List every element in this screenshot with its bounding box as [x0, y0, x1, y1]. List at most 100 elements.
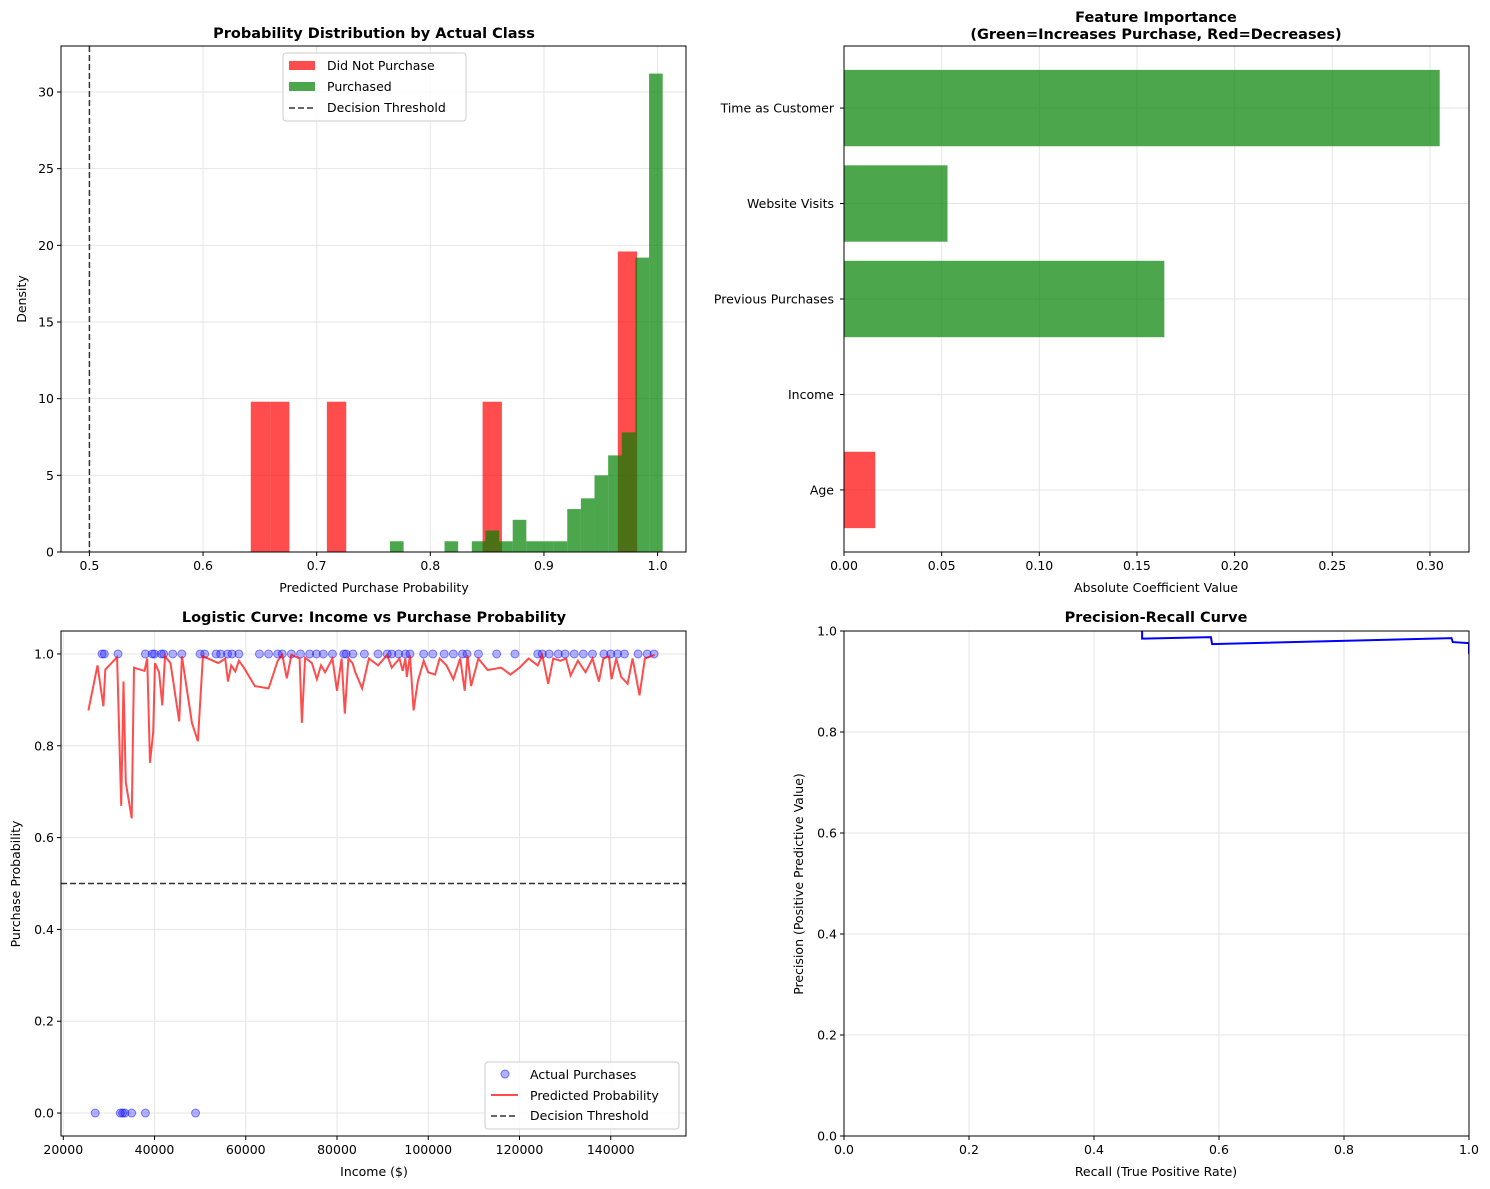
feature-bar — [844, 260, 1165, 338]
tick-label-x: 1.0 — [1459, 1142, 1479, 1157]
tick-label-y: 0.4 — [817, 927, 837, 942]
tick-label-x: 0.15 — [1123, 558, 1151, 573]
legend-label-purchased: Purchased — [327, 79, 392, 94]
precision-recall-line — [1141, 631, 1469, 654]
bar-purchased — [444, 541, 459, 552]
legend-swatch-did-not-purchase — [289, 61, 315, 70]
actual-purchase-point — [118, 1108, 128, 1118]
logistic-curve-panel: Logistic Curve: Income vs Purchase Proba… — [8, 610, 687, 1179]
tick-label-y: 1.0 — [817, 624, 837, 639]
legend-swatch-purchased — [289, 82, 315, 91]
actual-purchase-point — [264, 649, 274, 659]
precision-recall-ticks: 0.0 0.2 0.4 0.6 0.8 1.0 0.0 0.2 0.4 0.6 0.8 1.0 — [817, 624, 1479, 1158]
bar-purchased — [471, 541, 486, 552]
actual-purchase-point — [227, 649, 237, 659]
actual-purchase-point — [120, 1108, 130, 1118]
feature-bar — [844, 165, 948, 242]
bar-purchased — [499, 541, 513, 552]
category-label: Previous Purchases — [714, 292, 834, 307]
bar-purchased — [512, 519, 527, 552]
bar-purchased — [485, 530, 500, 552]
feature-bar — [844, 69, 1440, 147]
tick-label-y: 30 — [38, 85, 54, 100]
tick-label-x: 0.5 — [79, 558, 99, 573]
actual-purchase-point — [613, 649, 623, 659]
actual-purchase-point — [191, 1108, 201, 1118]
tick-label-y: 5 — [46, 468, 54, 483]
tick-label-x: 0.6 — [193, 558, 213, 573]
tick-label-x: 0.6 — [1209, 1142, 1229, 1157]
bar-purchased — [635, 257, 650, 552]
bar-purchased — [608, 455, 622, 552]
actual-purchase-point — [127, 1108, 137, 1118]
actual-purchase-point — [633, 649, 643, 659]
actual-purchase-point — [428, 649, 438, 659]
legend-frame-2 — [484, 1061, 680, 1130]
tick-label-x: 140000 — [587, 1142, 635, 1157]
bar-purchased — [389, 541, 404, 552]
actual-purchase-point — [473, 649, 483, 659]
bar-did-not-purchase — [326, 401, 347, 552]
logistic-curve-title: Logistic Curve: Income vs Purchase Proba… — [182, 610, 567, 626]
actual-purchase-point — [273, 649, 283, 659]
tick-label-x: 20000 — [43, 1142, 83, 1157]
actual-purchase-point — [569, 649, 579, 659]
actual-purchase-point — [373, 649, 383, 659]
bar-purchased — [580, 498, 595, 552]
tick-label-x: 0.05 — [928, 558, 956, 573]
feature-bar — [844, 451, 876, 529]
category-label: Income — [788, 387, 834, 402]
category-label: Time as Customer — [720, 101, 835, 116]
actual-purchase-point — [339, 649, 349, 659]
logistic-curve-xlabel: Income ($) — [340, 1164, 408, 1179]
actual-purchase-point — [533, 649, 543, 659]
tick-label-x: 0.8 — [420, 558, 440, 573]
actual-purchase-point — [419, 649, 429, 659]
histogram-axes-frame — [60, 45, 687, 553]
tick-label-y: 0.4 — [34, 922, 54, 937]
feature-importance-panel: Feature Importance (Green=Increases Purc… — [714, 10, 1470, 595]
actual-purchase-point — [90, 1108, 100, 1118]
logistic-curve-axes-frame — [60, 630, 687, 1137]
precision-recall-clip — [1141, 631, 1469, 654]
actual-purchase-point — [439, 649, 449, 659]
tick-label-x: 0.00 — [830, 558, 858, 573]
actual-purchase-point — [254, 649, 264, 659]
category-label: Age — [810, 482, 834, 497]
actual-purchase-point — [147, 649, 157, 659]
actual-purchase-point — [348, 649, 358, 659]
bar-purchased — [526, 541, 540, 552]
tick-label-x: 0.20 — [1221, 558, 1249, 573]
histogram-bars — [250, 73, 663, 552]
tick-label-y: 25 — [38, 161, 54, 176]
actual-purchase-point — [150, 649, 160, 659]
logistic-curve-legend: Actual Purchases Predicted Probability D… — [484, 1061, 680, 1130]
tick-label-x: 0.9 — [534, 558, 554, 573]
bar-purchased — [567, 509, 581, 552]
tick-label-y: 0.8 — [817, 725, 837, 740]
legend-label-predicted-probability: Predicted Probability — [530, 1088, 659, 1103]
actual-purchase-point — [211, 649, 221, 659]
actual-purchase-point — [156, 649, 166, 659]
tick-label-y: 0.8 — [34, 738, 54, 753]
precision-recall-axes-frame — [843, 630, 1470, 1137]
histogram-ticks: 0.5 0.6 0.7 0.8 0.9 1.0 0 5 10 15 20 25 30 — [38, 85, 667, 574]
bar-purchased — [594, 475, 609, 552]
tick-label-y: 20 — [38, 238, 54, 253]
precision-recall-ylabel: Precision (Positive Predictive Value) — [791, 773, 806, 995]
tick-label-x: 80000 — [317, 1142, 357, 1157]
feature-importance-ticks: 0.00 0.05 0.10 0.15 0.20 0.25 0.30 Age Income Pre… — [714, 101, 1444, 573]
tick-label-x: 40000 — [135, 1142, 175, 1157]
bar-did-not-purchase — [250, 401, 271, 552]
bar-purchased — [539, 541, 554, 552]
precision-recall-grid — [843, 630, 1470, 1137]
tick-label-x: 0.7 — [307, 558, 327, 573]
tick-label-y: 10 — [38, 391, 54, 406]
feature-importance-xlabel: Absolute Coefficient Value — [1074, 580, 1238, 595]
histogram-legend: Did Not Purchase Purchased Decision Thre… — [282, 52, 467, 122]
tick-label-x: 0.10 — [1025, 558, 1053, 573]
actual-purchase-point — [394, 649, 404, 659]
legend-swatch-actual-purchases — [500, 1069, 510, 1079]
tick-label-y: 0 — [46, 545, 54, 560]
bar-did-not-purchase — [482, 401, 502, 552]
